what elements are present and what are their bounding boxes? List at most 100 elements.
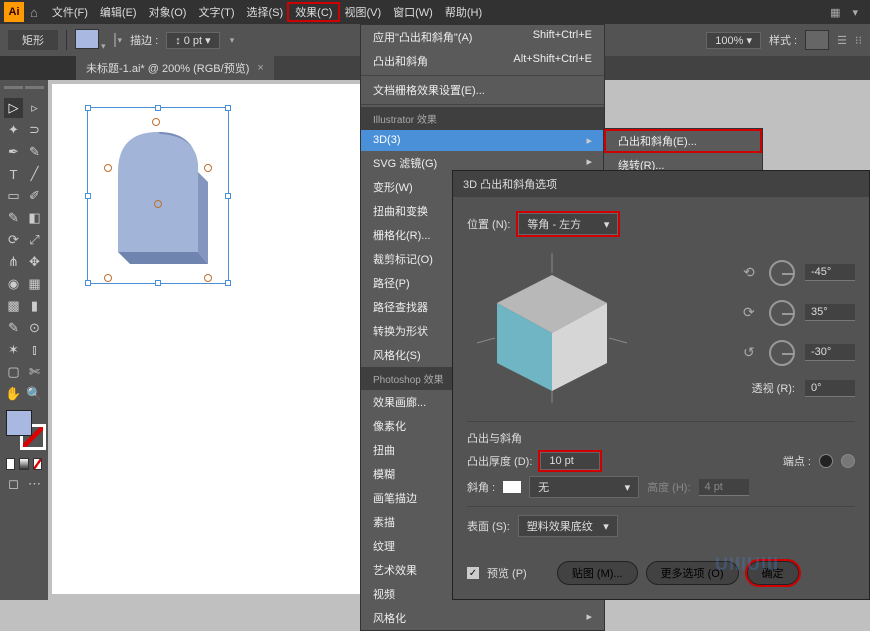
- perspective-value[interactable]: 0°: [805, 380, 855, 397]
- menu-edit[interactable]: 编辑(E): [94, 4, 143, 20]
- rot-x-value[interactable]: -45°: [805, 264, 855, 281]
- hand-tool[interactable]: ✋: [4, 384, 23, 404]
- menu-raster-settings[interactable]: 文档栅格效果设置(E)...: [361, 78, 604, 102]
- cap-on[interactable]: [819, 454, 833, 468]
- menubar: Ai ⌂ 文件(F) 编辑(E) 对象(O) 文字(T) 选择(S) 效果(C)…: [0, 0, 870, 24]
- document-tab[interactable]: 未标题-1.ai* @ 200% (RGB/预览) ×: [76, 56, 274, 80]
- stroke-weight[interactable]: ↕ 0 pt ▾: [166, 32, 220, 49]
- graph-tool[interactable]: ⫾: [25, 340, 44, 360]
- menu-apply-last[interactable]: 应用"凸出和斜角"(A)Shift+Ctrl+E: [361, 25, 604, 49]
- cap-off[interactable]: [841, 454, 855, 468]
- eyedropper-tool[interactable]: ✎: [4, 318, 23, 338]
- depth-input[interactable]: 10 pt: [540, 452, 600, 470]
- symbol-tool[interactable]: ✶: [4, 340, 23, 360]
- position-label: 位置 (N):: [467, 216, 510, 232]
- fill-swatch[interactable]: [75, 29, 99, 49]
- map-art-button[interactable]: 贴图 (M)...: [557, 561, 638, 585]
- rot-x-dial[interactable]: [769, 260, 795, 286]
- surface-label: 表面 (S):: [467, 518, 510, 534]
- more-options-button[interactable]: 更多选项 (O): [646, 561, 739, 585]
- eraser-tool[interactable]: ◧: [25, 208, 44, 228]
- surface-select[interactable]: 塑料效果底纹▾: [518, 515, 618, 537]
- style-label: 样式 :: [769, 32, 797, 48]
- cap-label: 端点 :: [783, 453, 811, 469]
- type-tool[interactable]: T: [4, 164, 23, 184]
- toolbox: ▷▹ ✦⊃ ✒✎ T╱ ▭✐ ✎◧ ⟳⤢ ⋔✥ ◉▦ ▩▮ ✎⊙ ✶⫾ ▢✄ ✋…: [0, 80, 48, 600]
- menu-3d[interactable]: 3D(3)▸: [361, 130, 604, 151]
- rotate-tool[interactable]: ⟳: [4, 230, 23, 250]
- rot-x-icon: ⟲: [743, 264, 759, 281]
- screen-mode[interactable]: ◻: [4, 474, 23, 494]
- menu-window[interactable]: 窗口(W): [387, 4, 439, 20]
- height-value: 4 pt: [699, 479, 749, 496]
- selection-tool[interactable]: ▷: [4, 98, 23, 118]
- tab-title: 未标题-1.ai* @ 200% (RGB/预览): [86, 60, 249, 76]
- stroke-label: 描边 :: [130, 32, 158, 48]
- edit-toolbar[interactable]: ⋯: [25, 474, 44, 494]
- menu-help[interactable]: 帮助(H): [439, 4, 488, 20]
- slice-tool[interactable]: ✄: [25, 362, 44, 382]
- bevel-select[interactable]: 无▾: [529, 476, 639, 498]
- rot-y-dial[interactable]: [769, 300, 795, 326]
- menu-object[interactable]: 对象(O): [143, 4, 193, 20]
- mesh-tool[interactable]: ▩: [4, 296, 23, 316]
- rot-z-dial[interactable]: [769, 340, 795, 366]
- rotation-cube[interactable]: [467, 243, 637, 413]
- extrude-dialog: 3D 凸出和斜角选项 位置 (N): 等角 - 左方▾ ⟲ -45° ⟳ 35°: [452, 170, 870, 600]
- menu-select[interactable]: 选择(S): [241, 4, 290, 20]
- menu-last-effect[interactable]: 凸出和斜角Alt+Shift+Ctrl+E: [361, 49, 604, 73]
- submenu-extrude[interactable]: 凸出和斜角(E)...: [604, 129, 762, 153]
- color-mode-normal[interactable]: [6, 458, 15, 470]
- stroke-swatch[interactable]: [114, 33, 116, 47]
- preview-checkbox[interactable]: ✓: [467, 567, 479, 579]
- home-icon[interactable]: ⌂: [30, 5, 38, 20]
- dialog-title: 3D 凸出和斜角选项: [453, 171, 869, 197]
- color-mode-none[interactable]: [33, 458, 42, 470]
- menu-file[interactable]: 文件(F): [46, 4, 94, 20]
- extrude-section-title: 凸出与斜角: [467, 430, 855, 446]
- style-swatch[interactable]: [805, 30, 829, 50]
- extruded-shape[interactable]: [108, 122, 208, 272]
- tab-close-icon[interactable]: ×: [257, 62, 263, 74]
- dropdown-icon[interactable]: ▾: [852, 6, 858, 19]
- magic-wand-tool[interactable]: ✦: [4, 120, 23, 140]
- shape-builder-tool[interactable]: ◉: [4, 274, 23, 294]
- rectangle-tool[interactable]: ▭: [4, 186, 23, 206]
- zoom-level[interactable]: 100% ▾: [706, 32, 761, 49]
- free-transform-tool[interactable]: ✥: [25, 252, 44, 272]
- section-illustrator: Illustrator 效果: [361, 107, 604, 130]
- zoom-tool[interactable]: 🔍: [25, 384, 44, 404]
- tool-name: 矩形: [8, 30, 58, 50]
- blend-tool[interactable]: ⊙: [25, 318, 44, 338]
- menu-view[interactable]: 视图(V): [338, 4, 387, 20]
- brush-tool[interactable]: ✐: [25, 186, 44, 206]
- shaper-tool[interactable]: ✎: [4, 208, 23, 228]
- prefs-icon[interactable]: ⁝⁝: [855, 34, 862, 47]
- ok-button[interactable]: 确定: [747, 561, 799, 585]
- menu-stylize-ps[interactable]: 风格化▸: [361, 606, 604, 630]
- depth-label: 凸出厚度 (D):: [467, 453, 532, 469]
- menu-type[interactable]: 文字(T): [192, 4, 240, 20]
- scale-tool[interactable]: ⤢: [25, 230, 44, 250]
- preview-label: 预览 (P): [487, 565, 527, 581]
- lasso-tool[interactable]: ⊃: [25, 120, 44, 140]
- line-tool[interactable]: ╱: [25, 164, 44, 184]
- rot-y-value[interactable]: 35°: [805, 304, 855, 321]
- perspective-tool[interactable]: ▦: [25, 274, 44, 294]
- direct-select-tool[interactable]: ▹: [25, 98, 44, 118]
- width-tool[interactable]: ⋔: [4, 252, 23, 272]
- rot-z-value[interactable]: -30°: [805, 344, 855, 361]
- rot-y-icon: ⟳: [743, 304, 759, 321]
- fill-stroke-control[interactable]: [6, 410, 46, 450]
- curvature-tool[interactable]: ✎: [25, 142, 44, 162]
- rot-z-icon: ↺: [743, 344, 759, 361]
- pen-tool[interactable]: ✒: [4, 142, 23, 162]
- gradient-tool[interactable]: ▮: [25, 296, 44, 316]
- color-mode-gradient[interactable]: [19, 458, 28, 470]
- menu-effect[interactable]: 效果(C): [289, 4, 338, 20]
- artboard-tool[interactable]: ▢: [4, 362, 23, 382]
- position-select[interactable]: 等角 - 左方▾: [518, 213, 618, 235]
- doc-setup-icon[interactable]: ☰: [837, 34, 847, 47]
- app-logo: Ai: [4, 2, 24, 22]
- layout-icon[interactable]: ▦: [830, 6, 840, 19]
